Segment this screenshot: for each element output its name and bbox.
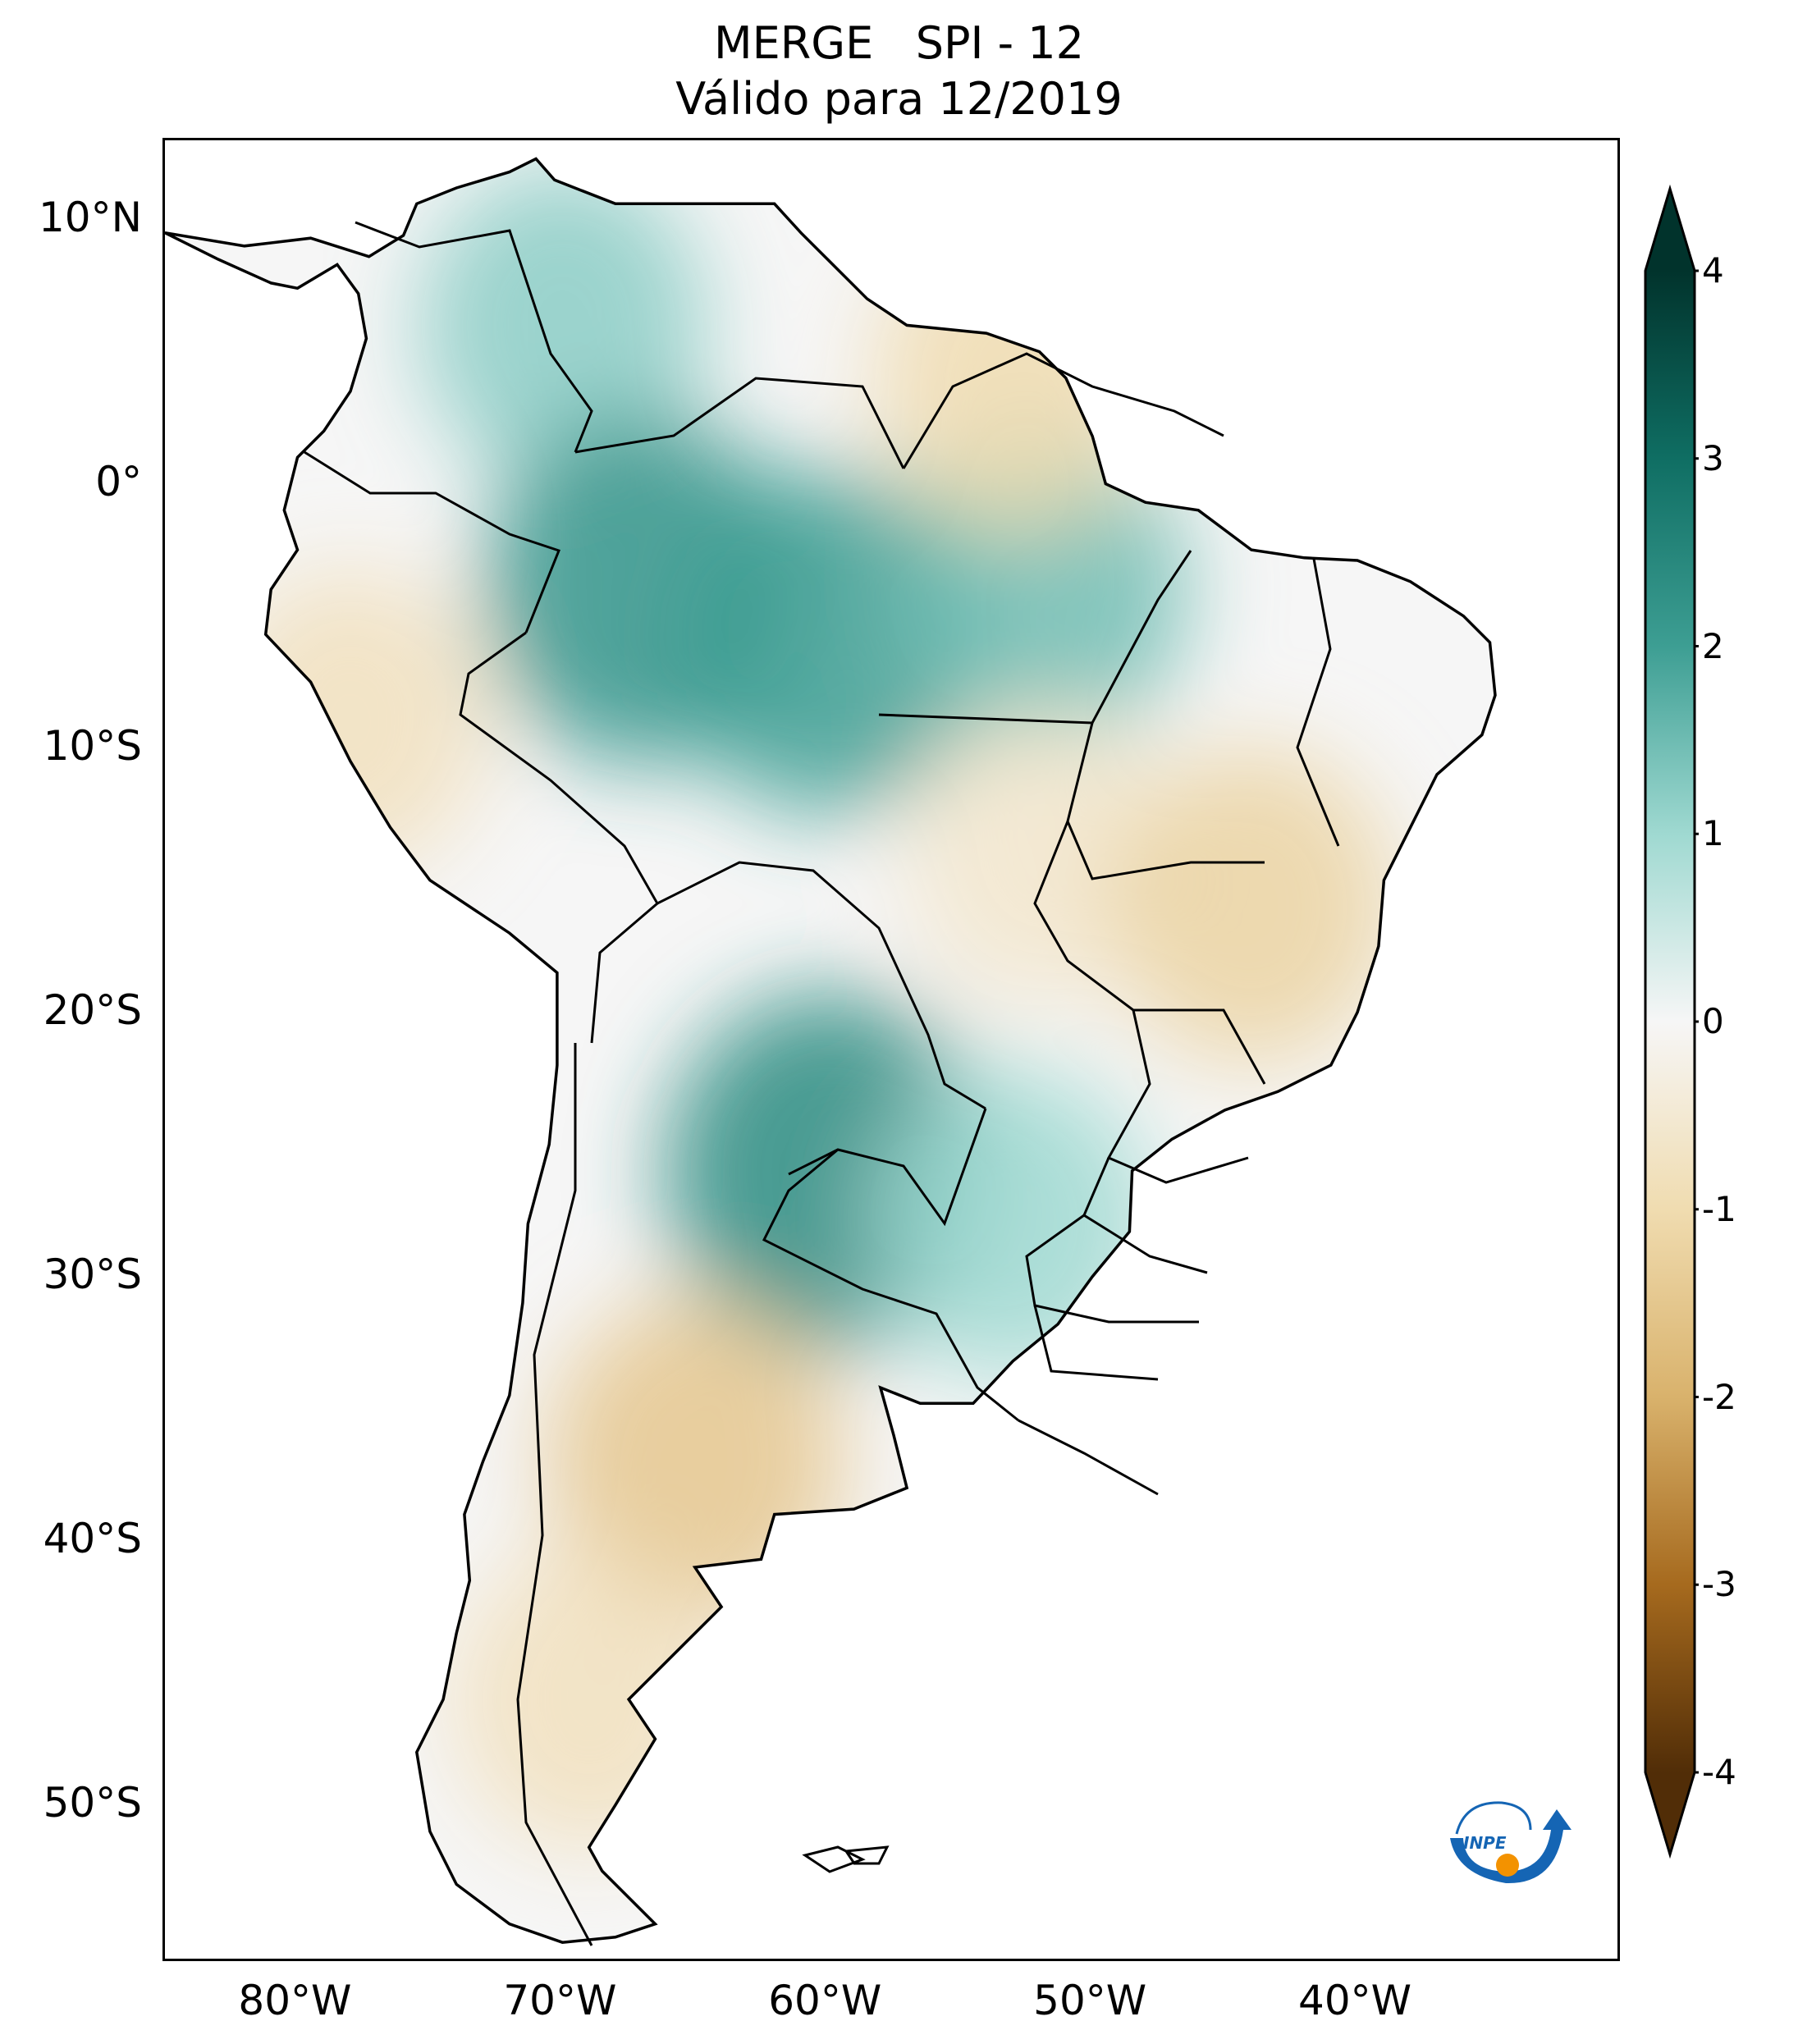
longitude-tick-label: 40°W bbox=[1298, 1977, 1412, 2024]
border-chile-argentina bbox=[516, 1043, 593, 1946]
colorbar-top-extension bbox=[1645, 189, 1695, 271]
colorbar-tick-label: -2 bbox=[1702, 1376, 1736, 1417]
colorbar-body bbox=[1645, 271, 1695, 1772]
colorbar-tick-label: 2 bbox=[1702, 625, 1724, 666]
colorbar-tick-label: -4 bbox=[1702, 1752, 1736, 1792]
border-brazil-states-5 bbox=[1296, 558, 1340, 847]
inpe-logo-ring bbox=[1455, 1801, 1532, 1835]
latitude-tick-label: 20°S bbox=[43, 985, 142, 1034]
colorbar-tick-label: 4 bbox=[1702, 250, 1724, 290]
longitude-tick-label: 80°W bbox=[238, 1977, 352, 2024]
colorbar-bottom-extension bbox=[1645, 1772, 1695, 1854]
colorbar bbox=[1644, 184, 1699, 1859]
inpe-logo-sun bbox=[1496, 1854, 1519, 1877]
latitude-tick-label: 30°S bbox=[43, 1250, 142, 1298]
coastline bbox=[165, 157, 1497, 1944]
colorbar-ticks bbox=[1695, 269, 1699, 1774]
longitude-tick-label: 60°W bbox=[768, 1977, 882, 2024]
colorbar-tick-label: -1 bbox=[1702, 1188, 1736, 1229]
spi-region bbox=[419, 166, 706, 485]
border-brazil-states-2 bbox=[1066, 722, 1265, 880]
inpe-logo-text: INPE bbox=[1463, 1833, 1507, 1853]
colorbar-tick-label: 3 bbox=[1702, 437, 1724, 478]
border-brazil-uruguay bbox=[1018, 1419, 1159, 1496]
spi-region bbox=[873, 1068, 1153, 1380]
colorbar-tick-label: 0 bbox=[1702, 1001, 1724, 1041]
border-peru-brazil bbox=[459, 631, 659, 1044]
map-title-line2: Válido para 12/2019 bbox=[675, 73, 1123, 125]
border-venezuela-brazil bbox=[574, 377, 905, 469]
border-brazil-states-3 bbox=[1033, 821, 1266, 1085]
inpe-logo-swoosh bbox=[1450, 1809, 1572, 1884]
border-colombia-venezuela bbox=[355, 221, 593, 453]
longitude-tick-label: 50°W bbox=[1033, 1977, 1147, 2024]
border-colombia-peru bbox=[304, 450, 560, 633]
latitude-tick-label: 0° bbox=[95, 457, 142, 505]
latitude-tick-label: 50°S bbox=[43, 1778, 142, 1827]
colorbar-tick-label: -3 bbox=[1702, 1564, 1736, 1605]
latitude-tick-label: 10°S bbox=[43, 721, 142, 770]
country-borders bbox=[304, 221, 1340, 1946]
border-bolivia-paraguay bbox=[788, 1108, 987, 1227]
border-brazil-states-1 bbox=[878, 550, 1192, 725]
map-frame bbox=[162, 138, 1620, 1961]
latitude-tick-label: 10°N bbox=[38, 193, 142, 241]
spi-region bbox=[1108, 747, 1394, 1066]
border-brazil-states-8 bbox=[1033, 1305, 1159, 1381]
map-title-line1: MERGE SPI - 12 bbox=[714, 17, 1084, 69]
border-brazil-states-6 bbox=[1082, 1157, 1208, 1274]
border-paraguay-argentina bbox=[762, 1148, 1019, 1422]
spi-region bbox=[452, 1546, 725, 1852]
latitude-tick-label: 40°S bbox=[43, 1514, 142, 1562]
map-svg bbox=[165, 157, 1497, 1946]
longitude-tick-label: 70°W bbox=[503, 1977, 617, 2024]
inpe-logo: INPE bbox=[1450, 1801, 1572, 1884]
spi-region bbox=[906, 704, 1173, 1004]
spi-region bbox=[214, 569, 487, 875]
colorbar-tick-label: 1 bbox=[1702, 813, 1724, 854]
falkland-islands bbox=[802, 1845, 890, 1873]
border-brazil-bolivia bbox=[657, 861, 986, 1110]
